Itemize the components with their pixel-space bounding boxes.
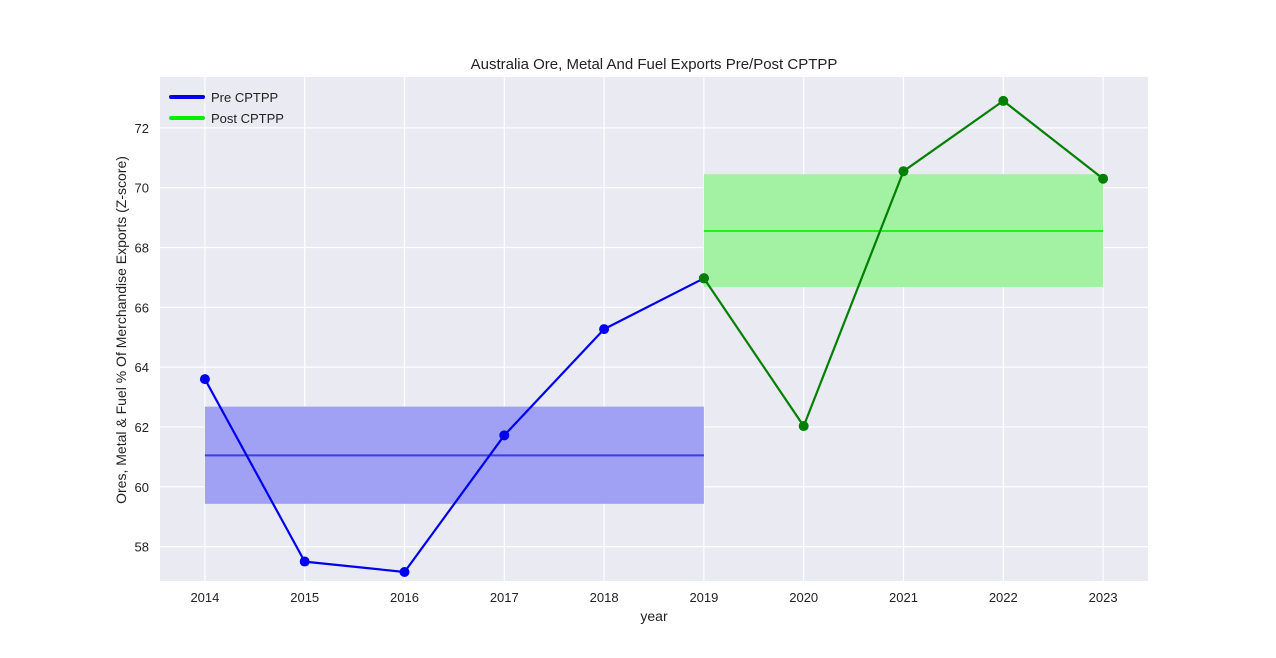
data-point	[599, 324, 610, 335]
y-tick-label: 72	[135, 121, 149, 136]
data-point	[499, 430, 510, 441]
series-points	[199, 95, 1109, 578]
x-tick-label: 2023	[1089, 590, 1118, 605]
y-tick-label: 58	[135, 540, 149, 555]
x-tick-label: 2017	[490, 590, 519, 605]
chart-title: Australia Ore, Metal And Fuel Exports Pr…	[471, 56, 838, 73]
x-tick-label: 2018	[590, 590, 619, 605]
y-tick-label: 62	[135, 420, 149, 435]
x-tick-label: 2014	[190, 590, 219, 605]
series-line-0	[203, 277, 705, 574]
y-tick-label: 60	[135, 480, 149, 495]
y-tick-label: 68	[135, 240, 149, 255]
x-tick-label: 2020	[789, 590, 818, 605]
data-point	[1098, 173, 1109, 184]
y-axis-label: Ores, Metal & Fuel % Of Merchandise Expo…	[113, 156, 129, 504]
x-tick-label: 2016	[390, 590, 419, 605]
data-point	[798, 421, 809, 432]
y-tick-label: 66	[135, 300, 149, 315]
data-point	[399, 567, 410, 578]
legend: Pre CPTPP Post CPTPP	[169, 90, 284, 126]
mean-bands	[204, 174, 1104, 504]
data-point	[898, 166, 909, 177]
data-point	[698, 273, 709, 284]
x-tick-label: 2021	[889, 590, 918, 605]
y-tick-label: 70	[135, 181, 149, 196]
y-tick-label: 64	[135, 360, 149, 375]
legend-label-post-cptpp: Post CPTPP	[211, 111, 284, 126]
tick-labels: 2014 2015 2016 2017 2018 2019 2020 2021 2022 2023…	[135, 121, 1118, 605]
x-tick-label: 2022	[989, 590, 1018, 605]
plot-background	[160, 77, 1148, 581]
data-point	[199, 374, 210, 385]
x-tick-label: 2015	[290, 590, 319, 605]
legend-label-pre-cptpp: Pre CPTPP	[211, 90, 278, 105]
x-axis-label: year	[640, 608, 668, 624]
data-point	[299, 556, 310, 567]
data-point	[998, 95, 1009, 106]
x-tick-label: 2019	[689, 590, 718, 605]
